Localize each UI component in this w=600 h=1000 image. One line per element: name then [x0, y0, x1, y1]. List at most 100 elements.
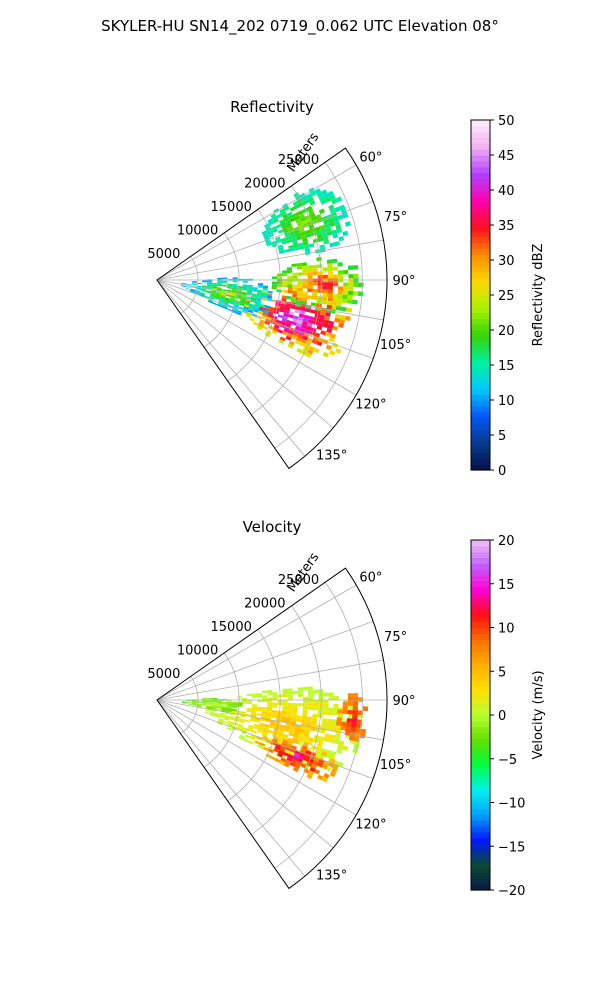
echo-cell-western-scatter: [181, 282, 187, 285]
echo-cell-main-area: [303, 735, 309, 741]
echo-cell-main-area: [320, 728, 326, 734]
echo-cell-main-area: [323, 700, 329, 704]
echo-cell-western-scatter: [254, 302, 261, 307]
echo-cell-main-cell-core: [272, 327, 279, 332]
echo-cell-main-cell-core: [290, 305, 296, 310]
colorbar-segment: [471, 779, 490, 786]
echo-cell-main-area: [214, 715, 220, 719]
radial-gridline: [156, 584, 357, 701]
echo-cell-northern-isolated: [326, 230, 333, 236]
echo-cell-main-cell-core: [288, 330, 294, 335]
echo-cell-main-area: [303, 700, 309, 704]
echo-cell-main-area: [227, 724, 233, 728]
echo-cell-northern-isolated: [324, 196, 332, 203]
echo-cell-western-scatter: [244, 302, 250, 306]
echo-cell-main-cell-core: [258, 321, 265, 326]
echo-cell-western-scatter: [185, 287, 191, 290]
echo-cell-northern-isolated: [319, 224, 326, 230]
echo-cell-main-area: [236, 727, 243, 731]
echo-cell-northern-isolated: [310, 215, 317, 222]
echo-cell-southern-edge: [294, 749, 301, 755]
echo-cell-western-scatter: [262, 287, 268, 291]
colorbar-segment: [471, 767, 490, 774]
echo-cell-main-area: [328, 738, 335, 744]
echo-cell-northern-isolated: [300, 216, 307, 222]
colorbar-segment: [471, 831, 490, 839]
echo-cell-northern-isolated: [294, 203, 301, 210]
echo-cell-western-scatter: [257, 289, 263, 293]
radial-gridline: [156, 279, 384, 321]
colorbar-segment: [471, 703, 490, 710]
echo-cell-main-area: [310, 723, 317, 728]
echo-cell-eastern-edge: [351, 723, 357, 728]
echo-cell-western-scatter: [247, 284, 253, 288]
echo-cell-western-scatter: [242, 286, 248, 289]
echo-cell-main-cell-core: [325, 331, 332, 337]
echo-cell-main-cell-core: [267, 313, 273, 318]
colorbar-tick-label: 5: [498, 429, 506, 444]
echo-cell-inner-band: [206, 703, 212, 706]
echo-cell-southern-edge: [329, 771, 336, 778]
echo-cell-northern-isolated: [283, 249, 290, 253]
colorbar-segment: [471, 452, 490, 459]
echo-cell-northeast-band: [286, 267, 292, 271]
colorbar-segment: [471, 271, 490, 279]
colorbar-tick-label: 0: [498, 464, 506, 479]
echo-cell-western-scatter: [257, 283, 264, 286]
echo-cell-western-scatter: [191, 283, 197, 285]
echo-cell-main-cell-core: [311, 339, 318, 345]
echo-cell-northeast-band: [327, 274, 334, 279]
echo-cell-northeast-band: [338, 274, 344, 279]
echo-cell-main-area: [334, 735, 341, 741]
echo-cell-northern-isolated: [282, 213, 289, 219]
echo-cell-southern-edge: [280, 757, 287, 763]
echo-cell-western-scatter: [258, 308, 265, 313]
echo-cell-main-area: [287, 697, 293, 700]
echo-cell-western-scatter: [191, 286, 197, 289]
velocity-tick-labels: 5000 10000 15000 20000 25000 60° 75° 90° 105° 120…: [147, 571, 415, 884]
echo-cell-northern-isolated: [280, 211, 287, 217]
colorbar-tick-label: 20: [498, 534, 515, 549]
echo-cell-western-scatter: [206, 284, 212, 287]
echo-cell-northeast-band: [317, 264, 323, 269]
colorbar-segment: [471, 201, 490, 209]
echo-cell-southern-edge: [321, 763, 328, 770]
echo-cell-main-area: [342, 745, 349, 751]
echo-cell-western-scatter: [231, 309, 237, 314]
echo-cell-western-scatter: [217, 281, 223, 284]
echo-cell-main-area: [308, 693, 314, 697]
echo-cell-northern-isolated: [309, 212, 316, 218]
echo-cell-main-area: [330, 750, 337, 757]
angular-tick-label: 135°: [316, 869, 347, 884]
echo-cell-northern-isolated: [275, 223, 282, 229]
echo-cell-main-cell-core: [279, 336, 286, 342]
echo-cell-main-cell-core: [332, 297, 339, 303]
echo-cell-main-cell-core: [335, 314, 341, 319]
echo-cell-main-cell-core: [271, 329, 278, 335]
echo-cell-southern-edge: [303, 768, 310, 774]
colorbar-segment: [471, 680, 490, 687]
velocity-colorbar-label: Velocity (m/s): [531, 670, 546, 759]
echo-cell-main-area: [259, 722, 265, 727]
echo-cell-main-area: [262, 697, 268, 700]
echo-cell-main-area: [251, 712, 257, 716]
echo-cell-southern-edge: [270, 755, 276, 761]
echo-cell-western-scatter: [222, 280, 228, 283]
colorbar-segment: [471, 155, 490, 162]
echo-cell-northeast-band: [297, 284, 303, 289]
echo-cell-northeast-band: [348, 282, 354, 287]
echo-cell-main-area: [338, 740, 345, 746]
echo-cell-main-area: [258, 725, 265, 729]
echo-cell-northern-isolated: [307, 196, 314, 203]
echo-cell-main-area: [221, 704, 227, 707]
echo-cell-northeast-band: [336, 298, 343, 303]
echo-cell-main-cell-core: [266, 316, 272, 321]
echo-cell-northern-isolated: [322, 235, 329, 241]
echo-cell-southern-edge: [306, 773, 313, 780]
echo-cell-western-scatter: [247, 286, 253, 290]
echo-cell-inner-band: [212, 701, 218, 704]
echo-cell-western-scatter: [206, 285, 212, 288]
angular-tick-label: 75°: [384, 630, 407, 645]
echo-cell-main-cell-core: [282, 315, 289, 320]
echo-cell-western-scatter: [251, 293, 258, 297]
